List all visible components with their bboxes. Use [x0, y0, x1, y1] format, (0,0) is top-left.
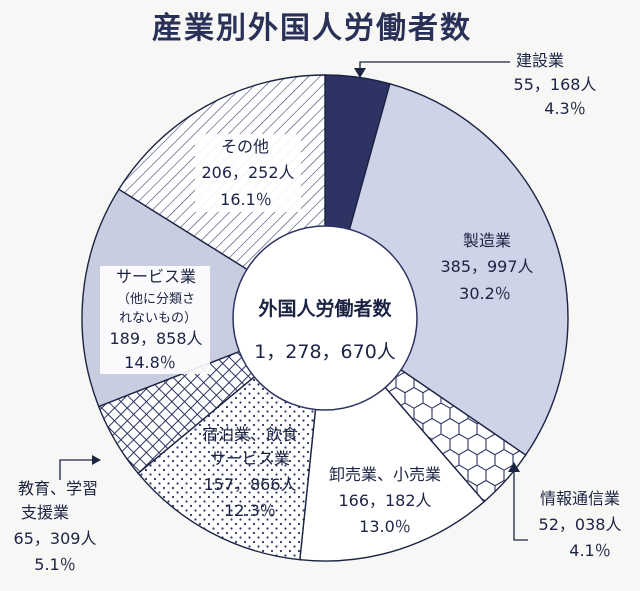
label-oroshi: 卸売業、小売業 166，182人 13.0％	[329, 465, 441, 536]
label-kensetsu-name: 建設業	[516, 51, 564, 70]
label-kyoiku-percent: 5.1％	[34, 555, 75, 574]
label-kensetsu: 建設業 55，168人 4.3％	[514, 51, 597, 118]
label-kensetsu-count: 55，168人	[514, 75, 597, 94]
label-sonota-name: その他	[221, 137, 269, 156]
label-sonota-count: 206，252人	[201, 163, 294, 182]
label-sonota: その他 206，252人 16.1％	[195, 134, 301, 212]
label-joho: 情報通信業 52，038人 4.1％	[539, 489, 622, 560]
center-hole	[232, 225, 418, 411]
label-sonota-percent: 16.1％	[220, 190, 272, 209]
label-service-name: サービス業	[116, 267, 196, 286]
leader-kyoiku	[59, 459, 92, 480]
center-label: 外国人労働者数	[258, 297, 392, 320]
label-service-sub1: （他に分類さ	[117, 292, 195, 307]
label-kyoiku-name1: 教育、学習	[18, 479, 98, 498]
label-kyoiku-name2: 支援業	[21, 503, 69, 522]
label-joho-name: 情報通信業	[540, 489, 620, 508]
label-seizo-percent: 30.2％	[459, 284, 511, 303]
label-service-percent: 14.8％	[124, 353, 176, 372]
label-kyoiku: 教育、学習 支援業 65，309人 5.1％	[14, 479, 98, 574]
label-kyoiku-count: 65，309人	[14, 529, 97, 548]
label-seizo: 製造業 385，997人 30.2％	[440, 231, 533, 303]
label-seizo-count: 385，997人	[440, 257, 533, 276]
label-service-count: 189，858人	[109, 329, 202, 348]
arrow-kyoiku	[92, 455, 101, 465]
label-service-sub2: れないもの）	[119, 311, 197, 326]
leader-joho	[513, 465, 528, 541]
leader-kensetsu	[359, 61, 510, 74]
label-shukuhaku-name2: サービス業	[210, 449, 290, 468]
label-service-box	[100, 266, 210, 374]
label-oroshi-count: 166，182人	[338, 491, 431, 510]
label-shukuhaku-percent: 12.3％	[224, 501, 276, 520]
chart-title: 産業別外国人労働者数	[152, 11, 472, 46]
label-sonota-box	[195, 134, 301, 212]
pie-slice-1	[324, 82, 569, 456]
label-joho-percent: 4.1％	[569, 541, 610, 560]
center-value: 1，278，670人	[254, 341, 396, 363]
label-service: サービス業 （他に分類さ れないもの） 189，858人 14.8％	[100, 266, 210, 374]
label-oroshi-percent: 13.0％	[359, 517, 411, 536]
label-shukuhaku-name1: 宿泊業、飲食	[202, 425, 298, 444]
label-oroshi-name: 卸売業、小売業	[329, 465, 441, 484]
arrow-joho	[508, 462, 520, 472]
label-kensetsu-percent: 4.3％	[544, 99, 585, 118]
label-joho-count: 52，038人	[539, 515, 622, 534]
label-shukuhaku: 宿泊業、飲食 サービス業 157，866人 12.3％	[202, 425, 298, 520]
label-seizo-name: 製造業	[463, 231, 511, 250]
leader-lines	[59, 61, 528, 541]
label-shukuhaku-count: 157，866人	[203, 475, 296, 494]
arrow-kensetsu	[354, 68, 366, 78]
